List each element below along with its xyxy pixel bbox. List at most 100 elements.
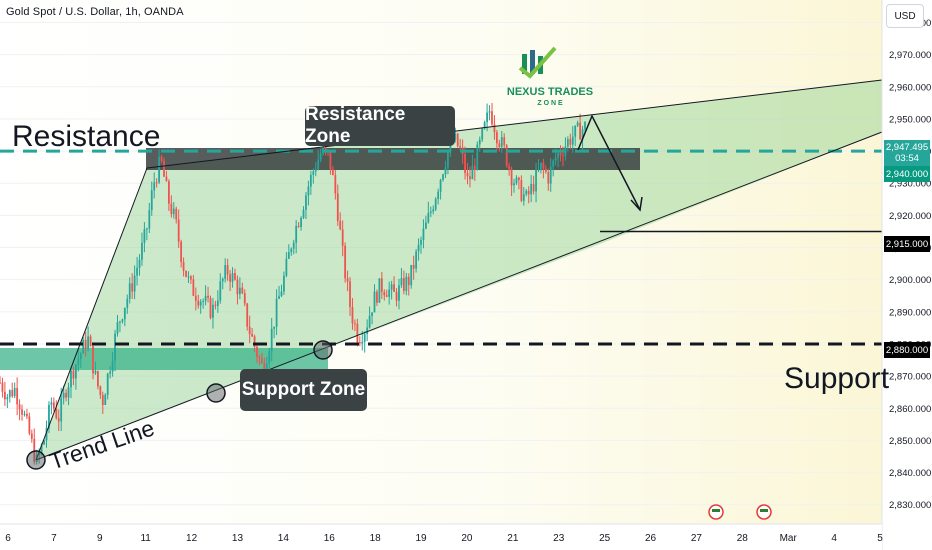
candle-body <box>180 241 183 262</box>
candle-body <box>552 160 555 167</box>
candle-body <box>82 339 85 354</box>
candle-body <box>393 284 395 292</box>
candle-body <box>447 152 449 168</box>
candle-body <box>280 291 283 297</box>
candle-body <box>48 404 50 429</box>
candle-body <box>26 413 28 417</box>
touch-point-marker <box>313 340 333 360</box>
candle-body <box>373 291 376 313</box>
candle-body <box>422 228 425 240</box>
candle-body <box>371 312 373 316</box>
candle-body <box>104 394 107 405</box>
x-tick-label: 19 <box>415 533 427 544</box>
candle-body <box>84 339 87 349</box>
candle-body <box>8 390 11 398</box>
candle-body <box>256 346 258 357</box>
x-tick-label: 14 <box>278 533 290 544</box>
candle-body <box>361 341 364 344</box>
price-axis-panel <box>882 0 932 550</box>
candle-body <box>50 402 53 405</box>
x-tick-label: 5 <box>877 533 883 544</box>
candle-body <box>292 242 295 249</box>
candle-body <box>253 336 256 347</box>
candle-body <box>278 296 280 299</box>
candle-body <box>148 210 151 229</box>
resistance-label: Resistance <box>12 120 161 153</box>
x-tick-label: 26 <box>645 533 657 544</box>
candle-body <box>133 275 136 292</box>
y-tick-label: 2,840.000 <box>889 468 931 479</box>
wedge-left-edge <box>35 167 148 461</box>
candle-body <box>503 137 506 146</box>
candle-body <box>60 398 63 422</box>
candle-body <box>79 353 82 360</box>
candle-body <box>182 261 185 271</box>
candle-body <box>471 165 474 180</box>
candle-body <box>515 177 518 184</box>
candle-body <box>407 276 410 286</box>
x-tick-label: 18 <box>370 533 382 544</box>
candle-body <box>231 273 234 282</box>
candle-body <box>234 273 236 280</box>
y-tick-label: 2,950.000 <box>889 114 931 125</box>
candle-body <box>199 301 202 306</box>
candle-body <box>177 219 180 242</box>
candle-body <box>358 342 361 344</box>
candle-body <box>258 356 261 359</box>
candle-body <box>16 387 19 405</box>
candle-body <box>336 193 339 222</box>
candle-body <box>495 132 498 144</box>
candle-body <box>212 304 214 318</box>
candle-body <box>300 217 302 227</box>
candle-body <box>52 402 55 409</box>
candle-body <box>341 229 344 246</box>
candle-body <box>368 315 371 328</box>
logo-name: NEXUS TRADES <box>506 86 594 98</box>
candle-body <box>43 440 45 445</box>
x-tick-label: 28 <box>737 533 749 544</box>
x-tick-label: 20 <box>461 533 473 544</box>
candle-body <box>574 125 577 137</box>
candle-body <box>207 295 209 298</box>
candle-body <box>0 382 1 384</box>
candle-body <box>268 351 271 364</box>
current-price-tag: 2,947.495 03:54 <box>884 140 930 166</box>
candle-body <box>106 373 109 395</box>
x-tick-label: 7 <box>51 533 57 544</box>
candle-body <box>540 162 542 170</box>
y-tick-label: 2,860.000 <box>889 404 931 415</box>
candle-body <box>415 251 418 269</box>
candle-body <box>400 278 403 286</box>
candle-body <box>1 382 4 392</box>
candle-body <box>270 328 273 352</box>
currency-button[interactable]: USD <box>886 4 924 28</box>
x-tick-label: 4 <box>831 533 837 544</box>
candle-body <box>216 300 219 306</box>
candle-body <box>544 168 547 173</box>
candle-body <box>532 184 535 192</box>
candle-body <box>429 211 432 213</box>
candle-body <box>442 174 444 180</box>
candle-body <box>150 190 153 211</box>
support-zone <box>0 348 328 370</box>
candle-body <box>363 333 366 342</box>
candle-body <box>13 387 16 397</box>
candle-body <box>11 390 14 397</box>
candle-body <box>99 386 102 395</box>
candle-body <box>155 182 158 184</box>
candle-body <box>241 287 244 294</box>
y-tick-label: 2,930.000 <box>889 179 931 190</box>
candle-body <box>351 307 354 324</box>
candle-body <box>376 291 378 303</box>
candle-body <box>493 124 496 133</box>
candle-body <box>65 392 67 398</box>
projection-arrow <box>577 114 641 211</box>
candle-body <box>344 245 347 279</box>
x-tick-label: 27 <box>691 533 703 544</box>
trend-lines <box>0 79 883 470</box>
candle-body <box>579 122 582 140</box>
resistance-zone-label: Resistance Zone <box>305 104 455 147</box>
time-axis-panel <box>0 524 882 550</box>
